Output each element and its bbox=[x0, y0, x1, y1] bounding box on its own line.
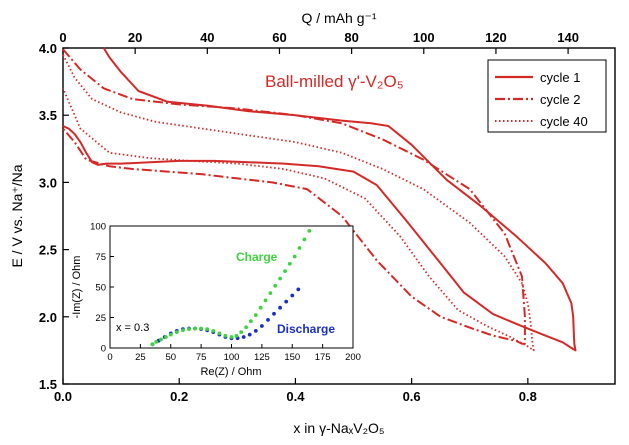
inset-point-discharge bbox=[278, 305, 282, 310]
inset-point-discharge bbox=[296, 287, 301, 292]
top-x-tick-label: 140 bbox=[557, 30, 579, 45]
inset-point-charge bbox=[217, 331, 222, 336]
inset-point-discharge bbox=[266, 318, 270, 322]
inset-plot: 0 25 50 75 100 125 150 175 200 0 25 50 75 100 Re(Z) /… bbox=[71, 222, 361, 379]
legend-label-cycle-1: cycle 1 bbox=[540, 70, 580, 85]
legend-label-cycle-2: cycle 2 bbox=[540, 92, 580, 107]
inset-plot-area bbox=[109, 225, 354, 349]
inset-point-charge bbox=[181, 328, 185, 333]
inset-point-discharge bbox=[247, 332, 252, 337]
inset-point-discharge bbox=[272, 311, 276, 316]
inset-point-charge bbox=[187, 327, 191, 331]
inset-x-tick-label: 100 bbox=[224, 352, 240, 363]
inset-point-discharge bbox=[253, 329, 258, 333]
main-series-lines bbox=[62, 47, 577, 352]
inset-point-charge bbox=[287, 261, 292, 266]
x-tick-label: 0.2 bbox=[170, 389, 188, 404]
inset-x-tick-label: 150 bbox=[284, 352, 300, 363]
inset-point-charge bbox=[164, 335, 168, 339]
y-tick-label: 3.5 bbox=[39, 108, 57, 123]
inset-x-tick-label: 0 bbox=[107, 352, 112, 363]
inset-x-tick-label: 125 bbox=[254, 352, 270, 363]
inset-data-points bbox=[150, 229, 312, 347]
y-tick-label: 1.5 bbox=[39, 377, 57, 392]
legend-label-cycle-40: cycle 40 bbox=[540, 114, 588, 129]
inset-point-charge bbox=[292, 254, 297, 259]
inset-label-discharge: Discharge bbox=[277, 322, 335, 336]
inset-x-axis-label: Re(Z) / Ohm bbox=[200, 366, 261, 378]
inset-point-charge bbox=[193, 326, 198, 331]
top-x-axis-label: Q / mAh g⁻¹ bbox=[301, 10, 376, 26]
inset-y-tick-label: 50 bbox=[95, 283, 106, 294]
inset-axis-ticks: 0 25 50 75 100 125 150 175 200 0 25 50 75 100 bbox=[90, 222, 361, 364]
inset-point-charge bbox=[297, 246, 302, 250]
top-x-tick-label: 60 bbox=[272, 30, 286, 45]
inset-annotation: x = 0.3 bbox=[116, 322, 149, 334]
inset-point-charge bbox=[239, 330, 244, 334]
x-tick-label: 0.8 bbox=[519, 389, 537, 404]
x-tick-label: 0.4 bbox=[286, 389, 305, 404]
inset-point-charge bbox=[249, 319, 253, 324]
inset-point-charge bbox=[263, 298, 268, 303]
series-line-cycle-40 bbox=[62, 54, 535, 352]
inset-point-charge bbox=[174, 330, 179, 334]
inset-point-charge bbox=[205, 327, 210, 331]
inset-point-charge bbox=[302, 237, 307, 242]
y-axis-label: E / V vs. Na⁺/Na bbox=[9, 164, 25, 267]
inset-point-charge bbox=[150, 342, 155, 347]
top-x-tick-label: 120 bbox=[485, 30, 507, 45]
inset-point-charge bbox=[223, 333, 228, 338]
series-line-cycle-1 bbox=[62, 47, 577, 352]
inset-point-charge bbox=[253, 313, 258, 317]
inset-point-charge bbox=[229, 335, 234, 339]
top-x-tick-label: 0 bbox=[59, 30, 66, 45]
inset-point-discharge bbox=[260, 324, 264, 328]
inset-point-discharge bbox=[290, 293, 295, 298]
inset-x-tick-label: 25 bbox=[135, 352, 146, 363]
inset-label-charge: Charge bbox=[236, 250, 278, 264]
top-x-tick-label: 40 bbox=[200, 30, 214, 45]
inset-y-tick-label: 0 bbox=[101, 344, 106, 355]
legend: cycle 1 cycle 2 cycle 40 bbox=[487, 59, 607, 133]
inset-point-charge bbox=[159, 337, 163, 342]
inset-x-tick-label: 200 bbox=[345, 352, 361, 363]
inset-x-tick-label: 75 bbox=[196, 352, 207, 363]
inset-point-charge bbox=[154, 340, 159, 344]
inset-x-tick-label: 50 bbox=[165, 352, 176, 363]
x-tick-label: 0.0 bbox=[54, 389, 72, 404]
x-axis-label: x in γ-NaₓV₂O₅ bbox=[293, 420, 384, 436]
inset-point-charge bbox=[258, 305, 263, 310]
inset-y-tick-label: 100 bbox=[90, 222, 106, 233]
top-x-tick-label: 20 bbox=[128, 30, 142, 45]
inset-x-tick-label: 175 bbox=[315, 352, 331, 363]
x-tick-label: 0.6 bbox=[403, 389, 421, 404]
inset-point-discharge bbox=[241, 335, 246, 339]
y-tick-label: 2.0 bbox=[39, 310, 57, 325]
inset-point-charge bbox=[283, 269, 287, 273]
inset-point-charge bbox=[268, 291, 273, 295]
y-tick-label: 2.5 bbox=[39, 243, 57, 258]
inset-point-discharge bbox=[284, 299, 289, 304]
chart-title: Ball-milled γ'-V₂O₅ bbox=[265, 72, 404, 91]
y-tick-label: 3.0 bbox=[39, 175, 57, 190]
inset-point-charge bbox=[168, 332, 173, 337]
y-tick-label: 4.0 bbox=[39, 41, 57, 56]
top-x-tick-label: 80 bbox=[344, 30, 358, 45]
inset-point-charge bbox=[199, 326, 204, 331]
main-axis-ticks: 0.0 0.2 0.4 0.6 0.81.52.02.53.03.54.00 20 40 60… bbox=[39, 30, 579, 404]
inset-y-axis-label: -Im(Z) / Ohm bbox=[71, 256, 83, 319]
top-x-tick-label: 100 bbox=[413, 30, 435, 45]
inset-point-charge bbox=[278, 276, 282, 281]
inset-point-charge bbox=[211, 329, 216, 333]
inset-y-tick-label: 75 bbox=[95, 252, 106, 263]
inset-point-charge bbox=[234, 333, 239, 338]
inset-point-charge bbox=[273, 283, 278, 288]
inset-y-tick-label: 25 bbox=[95, 313, 106, 324]
inset-point-charge bbox=[244, 325, 249, 330]
inset-point-charge bbox=[307, 229, 312, 233]
